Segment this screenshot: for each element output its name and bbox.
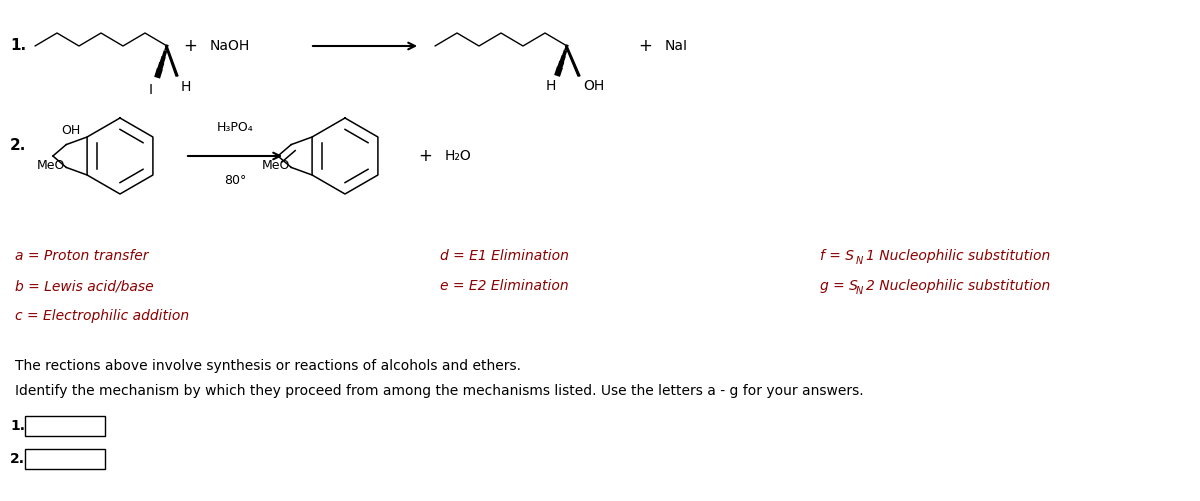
Text: 80°: 80°: [224, 174, 246, 187]
Text: 1.: 1.: [10, 419, 25, 433]
Text: N: N: [856, 286, 863, 296]
Text: e = E2 Elimination: e = E2 Elimination: [440, 279, 569, 293]
Text: 2.: 2.: [10, 138, 26, 153]
Text: Identify the mechanism by which they proceed from among the mechanisms listed. U: Identify the mechanism by which they pro…: [14, 384, 864, 398]
Text: +: +: [184, 37, 197, 55]
Polygon shape: [565, 46, 580, 76]
Text: c = Electrophilic addition: c = Electrophilic addition: [14, 309, 190, 323]
Text: f = S: f = S: [820, 249, 854, 263]
Text: The rections above involve synthesis or reactions of alcohols and ethers.: The rections above involve synthesis or …: [14, 359, 521, 373]
Text: 1.: 1.: [10, 39, 26, 54]
Text: N: N: [856, 256, 863, 266]
Text: H₃PO₄: H₃PO₄: [217, 121, 253, 134]
Text: 2.: 2.: [10, 452, 25, 466]
Text: d = E1 Elimination: d = E1 Elimination: [440, 249, 569, 263]
FancyBboxPatch shape: [25, 416, 106, 436]
Text: I: I: [149, 83, 154, 97]
Text: a = Proton transfer: a = Proton transfer: [14, 249, 149, 263]
Text: g = S: g = S: [820, 279, 858, 293]
Text: 1 Nucleophilic substitution: 1 Nucleophilic substitution: [866, 249, 1050, 263]
Text: b = Lewis acid/base: b = Lewis acid/base: [14, 279, 154, 293]
Text: NaI: NaI: [665, 39, 688, 53]
Text: H₂O: H₂O: [445, 149, 472, 163]
Polygon shape: [166, 46, 178, 76]
Text: +: +: [418, 147, 432, 165]
FancyBboxPatch shape: [25, 449, 106, 469]
Text: H: H: [181, 80, 191, 94]
Text: 2 Nucleophilic substitution: 2 Nucleophilic substitution: [866, 279, 1050, 293]
Text: MeO: MeO: [37, 159, 65, 172]
Text: MeO: MeO: [262, 159, 290, 172]
Text: OH: OH: [61, 124, 80, 137]
Text: OH: OH: [583, 79, 605, 93]
Text: H: H: [546, 79, 556, 93]
Text: +: +: [638, 37, 652, 55]
Text: NaOH: NaOH: [210, 39, 251, 53]
